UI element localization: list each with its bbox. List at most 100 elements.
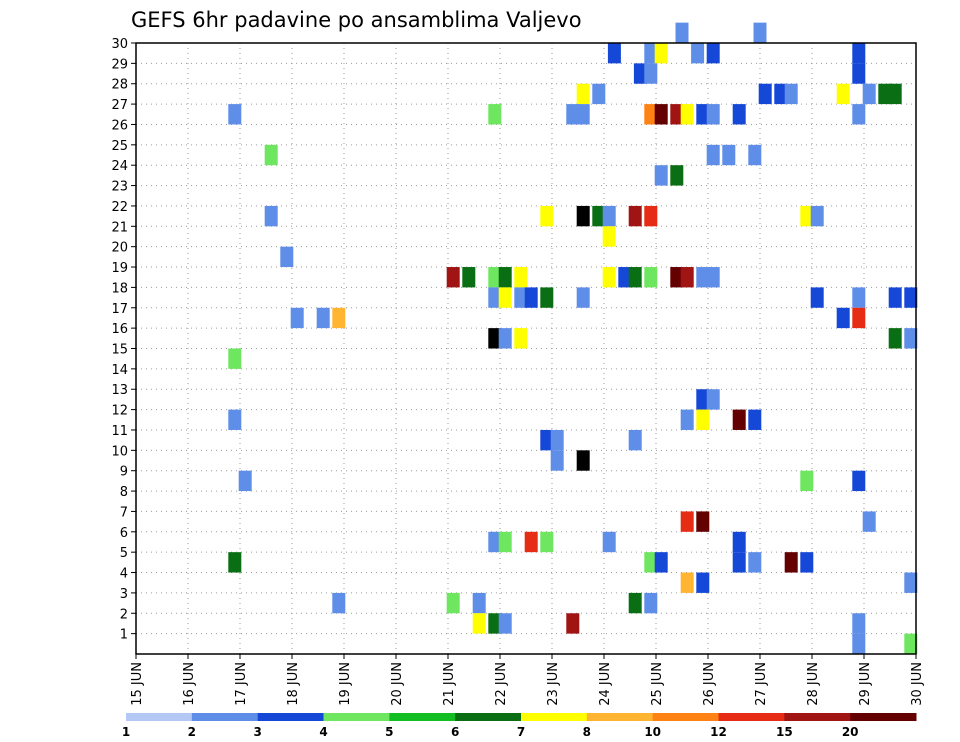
legend-swatch [455, 713, 522, 721]
data-cell [836, 83, 850, 105]
data-cell [878, 83, 892, 105]
data-cell [602, 226, 616, 247]
legend-label: 10 [644, 725, 661, 739]
data-cell [644, 592, 658, 614]
data-cell [800, 205, 814, 227]
data-cell [696, 409, 710, 430]
data-cell [446, 592, 460, 614]
data-cell [264, 205, 278, 227]
data-cell [228, 104, 242, 125]
x-tick-label: 18 JUN [286, 662, 301, 706]
data-cell [540, 205, 554, 227]
legend-label: 6 [451, 725, 459, 739]
y-tick-label: 22 [111, 200, 128, 215]
x-tick-label: 23 JUN [546, 662, 561, 706]
legend-label: 2 [188, 725, 196, 739]
data-cell [670, 104, 684, 125]
y-tick-label: 3 [120, 587, 128, 602]
data-cell [706, 43, 720, 64]
y-tick-label: 15 [111, 343, 128, 358]
data-cell [628, 592, 642, 614]
data-cell [290, 307, 304, 329]
data-cell [888, 328, 902, 349]
legend-swatch [323, 713, 390, 721]
data-cell [514, 328, 528, 349]
y-tick-label: 5 [120, 546, 128, 561]
data-cell [680, 511, 694, 532]
data-cell [488, 613, 502, 634]
data-cell [706, 104, 720, 125]
data-cell [654, 165, 668, 186]
x-tick-label: 17 JUN [234, 662, 249, 706]
data-cell [810, 205, 824, 227]
data-cell [644, 552, 658, 573]
legend-swatch [191, 713, 259, 721]
data-cell [514, 287, 528, 308]
data-cell [550, 429, 564, 451]
x-tick-label: 16 JUN [182, 662, 197, 706]
legend-swatch [784, 713, 851, 721]
y-tick-label: 16 [111, 322, 128, 337]
x-tick-label: 28 JUN [806, 662, 821, 706]
legend-label: 20 [842, 725, 859, 739]
data-cell [628, 267, 642, 288]
data-cell [540, 287, 554, 308]
data-cell [862, 83, 876, 105]
legend-swatch [586, 713, 654, 721]
data-cell [540, 531, 554, 553]
x-tick-label: 29 JUN [858, 662, 873, 706]
data-cell [280, 246, 294, 268]
data-cell [566, 613, 580, 634]
data-cell [592, 83, 606, 105]
data-cell [904, 572, 918, 593]
x-tick-label: 25 JUN [650, 662, 665, 706]
data-cell [696, 389, 710, 410]
data-cell [732, 531, 746, 553]
data-cell [852, 287, 866, 308]
data-cell [472, 613, 486, 634]
data-cell [732, 409, 746, 430]
data-cell [576, 287, 590, 308]
data-cell [633, 63, 647, 84]
data-cell [488, 104, 502, 125]
legend-swatch [652, 713, 719, 721]
y-tick-label: 27 [111, 98, 128, 113]
data-cell [753, 22, 767, 43]
data-cell [862, 511, 876, 532]
y-tick-label: 12 [111, 404, 128, 419]
data-cell [576, 450, 590, 471]
x-tick-label: 15 JUN [130, 662, 145, 706]
data-cell [904, 287, 918, 308]
data-cell [540, 429, 554, 451]
data-cell [602, 531, 616, 553]
legend-swatch [257, 713, 324, 721]
data-cell [602, 267, 616, 288]
data-cell [602, 205, 616, 227]
y-tick-label: 11 [111, 424, 128, 439]
data-cell [644, 43, 658, 64]
data-cell [852, 613, 866, 634]
data-cell [576, 104, 590, 125]
data-cell [228, 409, 242, 430]
data-cell [800, 552, 814, 573]
legend-swatch [718, 713, 785, 721]
y-tick-label: 19 [111, 261, 128, 276]
data-cell [576, 205, 590, 227]
data-cell [784, 83, 798, 105]
y-tick-label: 25 [111, 139, 128, 154]
legend-swatch [389, 713, 456, 721]
x-tick-label: 21 JUN [442, 662, 457, 706]
data-cell [800, 470, 814, 492]
data-cell [498, 287, 512, 308]
data-cell [628, 205, 642, 227]
data-cell [696, 511, 710, 532]
x-tick-label: 20 JUN [390, 662, 405, 706]
data-cell [644, 63, 658, 84]
data-cell [774, 83, 788, 105]
data-cell [722, 144, 736, 166]
data-cell [706, 389, 720, 410]
data-cell [488, 267, 502, 288]
data-cell [904, 633, 918, 654]
data-cell [332, 592, 346, 614]
